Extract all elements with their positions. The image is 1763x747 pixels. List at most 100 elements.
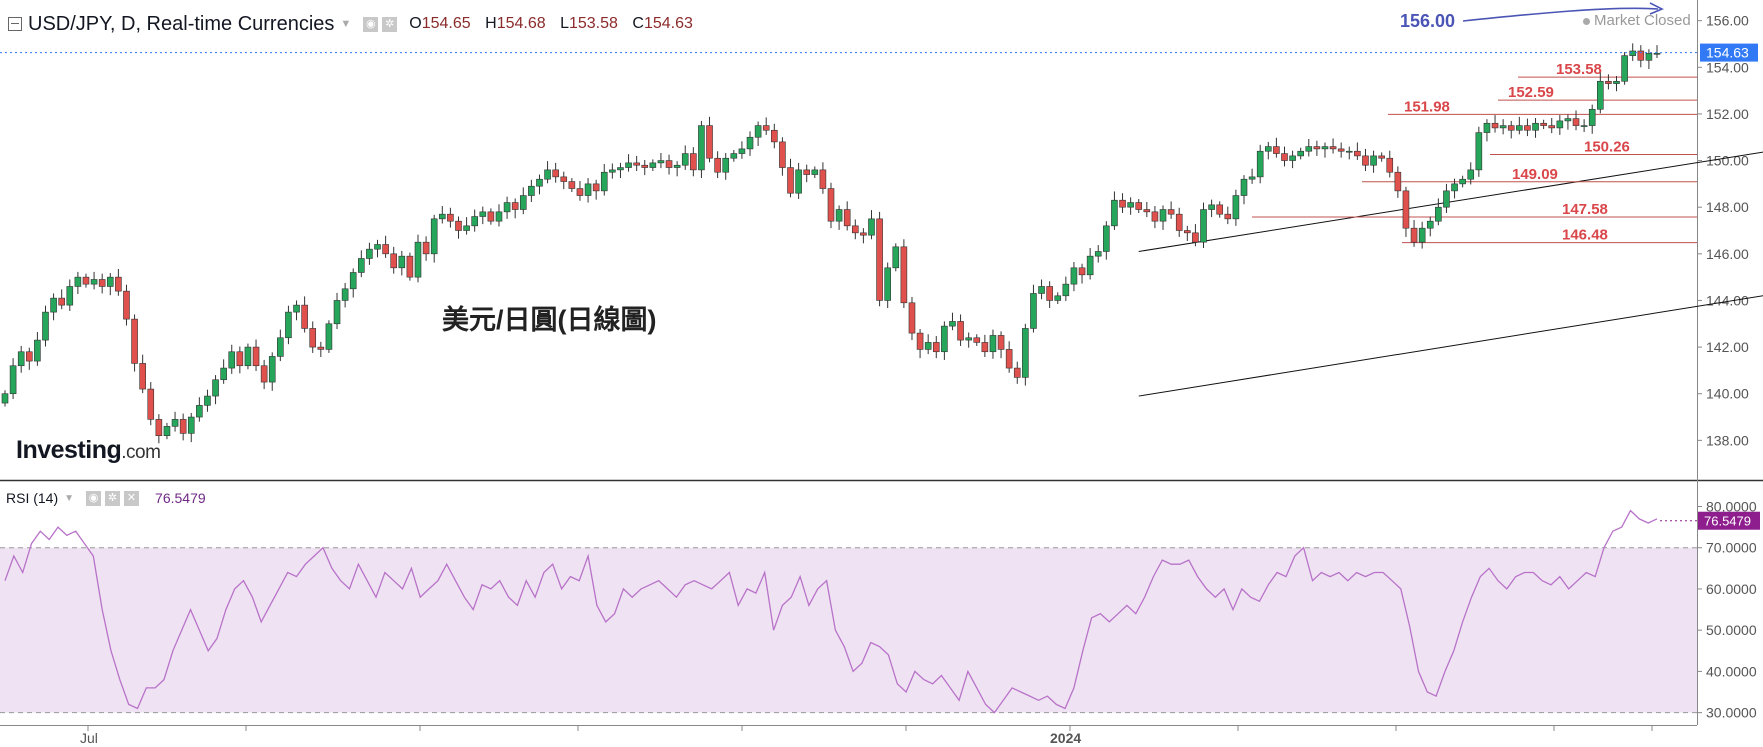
candle-body bbox=[1597, 80, 1604, 110]
candle-body bbox=[171, 419, 179, 427]
candle-body bbox=[277, 337, 284, 357]
candle-body bbox=[187, 416, 195, 434]
candle-body bbox=[1264, 146, 1272, 152]
close-icon[interactable]: ✕ bbox=[124, 490, 140, 506]
candle-body bbox=[1248, 176, 1256, 180]
candle-body bbox=[576, 188, 584, 196]
candle-body bbox=[949, 321, 956, 327]
caret-down-icon[interactable]: ▼ bbox=[64, 492, 75, 504]
candle-body bbox=[82, 276, 90, 285]
candle-body bbox=[1151, 211, 1159, 222]
candle-body bbox=[1459, 178, 1466, 185]
candle-body bbox=[1329, 146, 1337, 150]
candle-body bbox=[1224, 213, 1232, 220]
candle-body bbox=[600, 171, 608, 192]
target-arrowhead bbox=[1649, 2, 1664, 15]
candle-body bbox=[438, 213, 446, 220]
rsi-label[interactable]: RSI (14) bbox=[6, 490, 59, 506]
eye-icon[interactable]: ◉ bbox=[86, 490, 102, 506]
eye-icon[interactable]: ◉ bbox=[363, 16, 379, 32]
gear-icon[interactable]: ✲ bbox=[105, 490, 121, 506]
candle-body bbox=[1103, 225, 1110, 252]
candle-body bbox=[1572, 118, 1580, 126]
open-value: 154.65 bbox=[421, 15, 471, 32]
target-arrow bbox=[1462, 7, 1659, 22]
candle-body bbox=[382, 244, 389, 255]
minimize-icon[interactable] bbox=[8, 17, 22, 31]
symbol-title[interactable]: USD/JPY, D, Real-time Currencies bbox=[28, 12, 335, 35]
candle-body bbox=[1613, 80, 1620, 84]
candle-body bbox=[706, 125, 713, 159]
candle-body bbox=[212, 379, 219, 397]
close-label: C bbox=[632, 15, 644, 32]
candle-body bbox=[341, 288, 349, 301]
rsi-last-label: 76.5479 bbox=[1704, 514, 1751, 529]
channel-upper-line bbox=[1138, 151, 1763, 252]
candle-body bbox=[843, 209, 851, 227]
candle-body bbox=[1370, 155, 1377, 166]
candle-body bbox=[981, 342, 989, 353]
candle-body bbox=[1321, 146, 1329, 150]
candle-body bbox=[430, 218, 438, 255]
candle-body bbox=[1313, 146, 1321, 150]
low-label: L bbox=[560, 15, 569, 32]
candle-body bbox=[1297, 150, 1304, 157]
candle-body bbox=[1273, 146, 1280, 154]
candle-body bbox=[349, 272, 357, 290]
candle-body bbox=[1548, 125, 1556, 129]
candle-body bbox=[1078, 267, 1086, 276]
candle-body bbox=[1005, 349, 1013, 369]
rsi-tick-label: 70.0000 bbox=[1706, 540, 1757, 556]
candle-body bbox=[17, 351, 25, 367]
level-label: 149.09 bbox=[1512, 166, 1558, 183]
price-tick-label: 154.00 bbox=[1706, 59, 1749, 75]
candle-body bbox=[139, 363, 146, 390]
candle-body bbox=[1475, 132, 1483, 171]
candle-body bbox=[1337, 148, 1345, 152]
candle-body bbox=[965, 337, 972, 341]
candle-body bbox=[309, 328, 317, 348]
price-tick-label: 148.00 bbox=[1706, 199, 1749, 215]
level-label: 146.48 bbox=[1562, 227, 1608, 244]
channel-lower-line bbox=[1138, 295, 1763, 397]
candle-body bbox=[860, 232, 867, 236]
candle-body bbox=[1386, 157, 1394, 173]
candle-body bbox=[1208, 204, 1215, 210]
candle-body bbox=[1200, 209, 1207, 243]
candle-body bbox=[1564, 118, 1572, 122]
annotation-title: 美元/日圓(日線圖) bbox=[442, 305, 657, 335]
candle-body bbox=[673, 164, 681, 168]
level-label: 150.26 bbox=[1584, 138, 1630, 155]
candle-body bbox=[1159, 209, 1167, 222]
candle-body bbox=[1167, 209, 1175, 215]
candle-body bbox=[1135, 202, 1143, 210]
price-tick-label: 138.00 bbox=[1706, 432, 1749, 448]
candle-body bbox=[1038, 286, 1045, 294]
candle-body bbox=[665, 160, 673, 168]
candle-body bbox=[1232, 195, 1240, 220]
candle-body bbox=[617, 167, 624, 171]
candle-body bbox=[374, 244, 381, 250]
candle-body bbox=[1305, 146, 1313, 152]
candle-body bbox=[722, 157, 730, 173]
candle-body bbox=[236, 351, 244, 367]
caret-down-icon[interactable]: ▼ bbox=[340, 18, 352, 30]
candle-body bbox=[795, 169, 802, 194]
candle-body bbox=[1127, 202, 1134, 208]
candle-body bbox=[1184, 230, 1191, 234]
gear-icon[interactable]: ✲ bbox=[382, 16, 398, 32]
candle-body bbox=[196, 405, 203, 418]
candle-body bbox=[552, 169, 559, 178]
time-label: 2024 bbox=[1050, 730, 1081, 746]
candle-body bbox=[25, 351, 33, 362]
candle-body bbox=[892, 246, 900, 269]
candle-body bbox=[738, 148, 746, 154]
rsi-tick-label: 80.0000 bbox=[1706, 498, 1757, 514]
candle-body bbox=[1483, 122, 1491, 133]
candle-body bbox=[690, 153, 697, 171]
candle-body bbox=[900, 246, 908, 304]
candle-body bbox=[163, 426, 171, 436]
candle-body bbox=[649, 162, 657, 168]
candle-body bbox=[1013, 367, 1021, 378]
